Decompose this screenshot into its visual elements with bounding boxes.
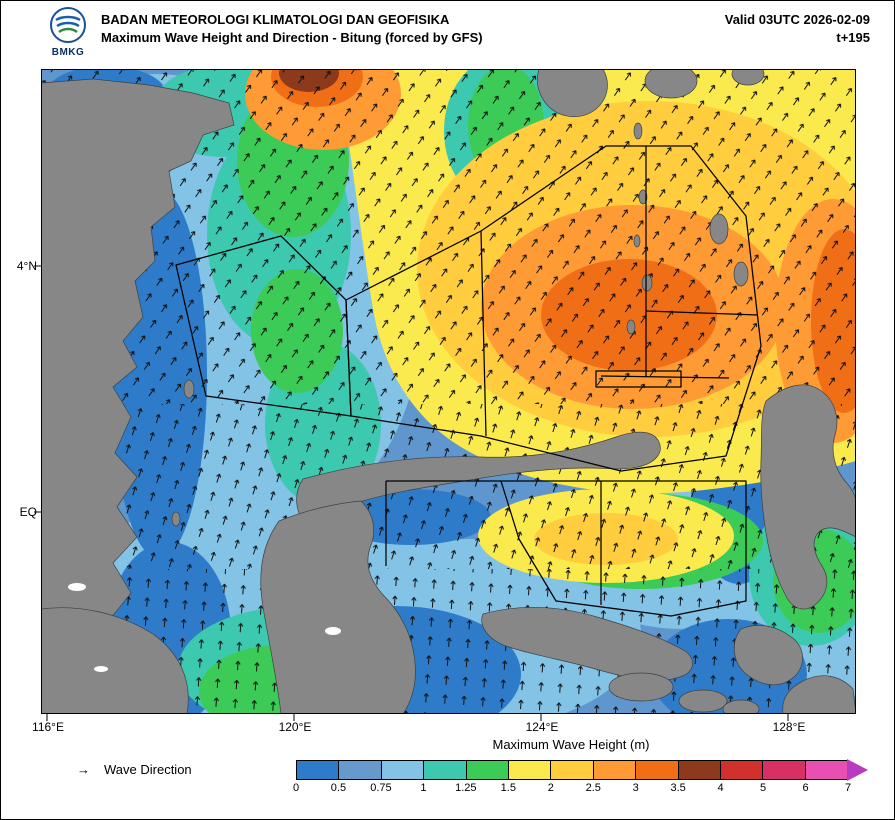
y-axis-label-eq: EQ [19,505,37,519]
colorbar-tick-label: 1 [420,782,427,794]
colorbar-segment [763,761,806,779]
halmahera-landmass [760,384,856,610]
colorbar-tick-label: 1.25 [455,782,477,794]
map-border [41,69,856,714]
x-axis-label-128e: 128°E [772,720,806,734]
wave-direction-legend: → Wave Direction [77,762,192,777]
colorbar-tick-label: 4 [717,782,724,794]
forecast-zone-outlines [175,145,762,617]
y-axis-label-4n: 4°N [16,259,37,273]
x-axis-label-116e: 116°E [32,720,64,734]
colorbar-segment [551,761,594,779]
sulawesi-east-arm [481,607,693,681]
colorbar-tick-label: 7 [844,782,852,794]
mindanao-tip [536,69,608,117]
colorbar-segment [508,761,552,779]
x-axis-label-124e: 124°E [525,720,559,734]
colorbar-segment [381,761,425,779]
colorbar-tick-label: 0.75 [370,782,392,794]
colorbar-segment [297,761,340,779]
axis-tick-marks [34,265,789,721]
colorbar-tick-label: 3 [632,782,639,794]
colorbar-tick-label: 6 [802,782,809,794]
bmkg-logo-icon [50,7,86,43]
colorbar-segment [678,761,721,779]
colorbar-tick-label: 0.5 [330,782,347,794]
colorbar-segment [424,761,467,779]
header-title-block: BADAN METEOROLOGI KLIMATOLOGI DAN GEOFIS… [101,11,483,47]
sulawesi-body [260,500,416,714]
colorbar-tick-label: 1.5 [500,782,516,794]
colorbar-segment [636,761,679,779]
product-title: Maximum Wave Height and Direction - Bitu… [101,30,483,45]
header-valid-block: Valid 03UTC 2026-02-09 t+195 [725,11,870,47]
x-axis-label-120e: 120°E [278,720,312,734]
colorbar-segments [296,760,848,780]
land-masses [41,69,856,714]
bmkg-logo-label: BMKG [51,47,85,58]
colorbar-segment [720,761,764,779]
sangihe-island-chain [626,122,749,335]
colorbar-ticks: 0 0.5 0.75 1 1.25 1.5 2 2.5 3 3.5 4 5 6 7 [292,782,852,796]
wave-direction-arrow-icon: → [77,762,90,777]
colorbar-tick-label: 3.5 [670,782,686,794]
wave-direction-label: Wave Direction [104,762,192,777]
bmkg-logo: BMKG [45,6,91,64]
valid-time: Valid 03UTC 2026-02-09 [724,12,870,27]
colorbar-tick-label: 5 [760,782,767,794]
colorbar-segment [593,761,637,779]
colorbar-arrowhead [847,759,868,781]
colorbar-title: Maximum Wave Height (m) [492,737,650,752]
wave-map [34,69,856,721]
colorbar-segment [466,761,509,779]
colorbar-tick-label: 2.5 [585,782,601,794]
colorbar-tick-label: 2 [547,782,554,794]
lakes [68,583,341,672]
colorbar-segment [805,761,848,779]
colorbar-segment [339,761,382,779]
org-name: BADAN METEOROLOGI KLIMATOLOGI DAN GEOFIS… [101,12,450,27]
colorbar-tick-label: 0 [292,782,300,794]
forecast-step: t+195 [836,30,870,45]
